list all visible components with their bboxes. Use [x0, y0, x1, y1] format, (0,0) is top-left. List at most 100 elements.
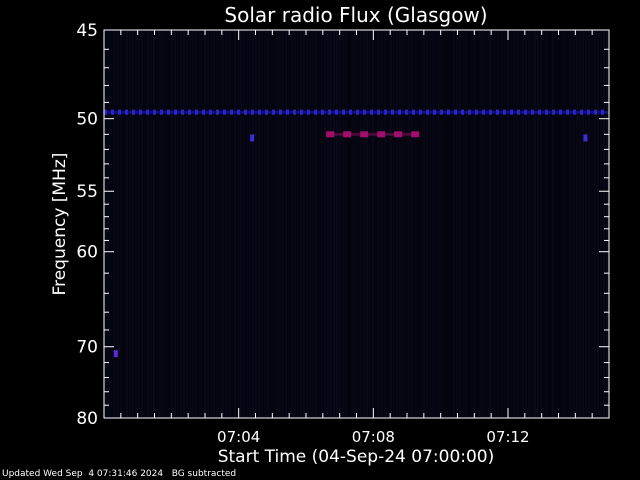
band-segment — [377, 131, 386, 138]
bg-subtracted-note: BG subtracted — [171, 469, 237, 479]
band-segment — [307, 109, 310, 115]
band-segment — [468, 109, 471, 115]
band-segment — [360, 131, 369, 138]
noise-stripe — [471, 30, 473, 418]
band-segment — [202, 109, 205, 115]
noise-stripe — [240, 30, 242, 418]
noise-stripe — [138, 30, 140, 418]
noise-stripe — [483, 30, 485, 418]
band-segment — [230, 109, 233, 115]
noise-stripe — [198, 30, 200, 418]
noise-stripe — [249, 30, 251, 418]
noise-stripe — [141, 30, 143, 418]
noise-stripe — [378, 30, 380, 418]
noise-stripe — [372, 30, 374, 418]
band-segment — [552, 109, 555, 115]
noise-stripe — [207, 30, 209, 418]
band-segment — [118, 109, 121, 115]
noise-stripe — [462, 30, 464, 418]
band-segment — [419, 109, 422, 115]
noise-stripe — [186, 30, 188, 418]
noise-stripe — [465, 30, 467, 418]
burst-point — [250, 134, 255, 142]
band-segment — [356, 109, 359, 115]
band-segment — [531, 109, 534, 115]
noise-stripe — [411, 30, 413, 418]
noise-stripe — [156, 30, 158, 418]
noise-stripe — [258, 30, 260, 418]
band-segment — [286, 109, 289, 115]
band-segment — [111, 109, 114, 115]
band-segment — [363, 109, 366, 115]
band-segment — [167, 109, 170, 115]
noise-stripe — [477, 30, 479, 418]
noise-stripe — [417, 30, 419, 418]
noise-stripe — [474, 30, 476, 418]
noise-stripe — [333, 30, 335, 418]
noise-stripe — [225, 30, 227, 418]
noise-stripe — [459, 30, 461, 418]
noise-stripe — [108, 30, 110, 418]
noise-stripe — [264, 30, 266, 418]
noise-stripe — [330, 30, 332, 418]
noise-stripe — [369, 30, 371, 418]
noise-stripe — [543, 30, 545, 418]
noise-stripe — [222, 30, 224, 418]
noise-stripe — [402, 30, 404, 418]
band-segment — [538, 109, 541, 115]
noise-stripe — [606, 30, 608, 418]
noise-stripe — [297, 30, 299, 418]
band-segment — [195, 109, 198, 115]
band-segment — [160, 109, 163, 115]
noise-stripe — [387, 30, 389, 418]
noise-stripe — [438, 30, 440, 418]
band-segment — [279, 109, 282, 115]
band-segment — [440, 109, 443, 115]
noise-stripe — [579, 30, 581, 418]
noise-stripe — [408, 30, 410, 418]
noise-stripe — [363, 30, 365, 418]
noise-stripe — [123, 30, 125, 418]
noise-stripe — [279, 30, 281, 418]
noise-stripe — [480, 30, 482, 418]
band-segment — [447, 109, 450, 115]
band-segment — [475, 109, 478, 115]
noise-stripe — [534, 30, 536, 418]
noise-stripe — [228, 30, 230, 418]
noise-stripe — [510, 30, 512, 418]
band-segment — [237, 109, 240, 115]
noise-stripe — [135, 30, 137, 418]
spectrogram-background — [104, 30, 609, 418]
noise-stripe — [537, 30, 539, 418]
noise-stripe — [456, 30, 458, 418]
band-segment — [510, 109, 513, 115]
noise-stripe — [120, 30, 122, 418]
band-segment — [405, 109, 408, 115]
band-segment — [433, 109, 436, 115]
noise-stripe — [243, 30, 245, 418]
noise-stripe — [507, 30, 509, 418]
noise-stripe — [234, 30, 236, 418]
noise-stripe — [573, 30, 575, 418]
noise-stripe — [210, 30, 212, 418]
noise-stripe — [429, 30, 431, 418]
noise-stripe — [168, 30, 170, 418]
band-segment — [580, 109, 583, 115]
noise-stripe — [441, 30, 443, 418]
noise-stripe — [423, 30, 425, 418]
noise-stripe — [444, 30, 446, 418]
noise-stripe — [561, 30, 563, 418]
noise-stripe — [291, 30, 293, 418]
noise-stripe — [366, 30, 368, 418]
band-segment — [482, 109, 485, 115]
noise-stripe — [570, 30, 572, 418]
x-axis-label: Start Time (04-Sep-24 07:00:00) — [218, 447, 495, 467]
band-segment — [524, 109, 527, 115]
noise-stripe — [540, 30, 542, 418]
noise-stripe — [555, 30, 557, 418]
noise-stripe — [528, 30, 530, 418]
noise-stripe — [294, 30, 296, 418]
noise-stripe — [558, 30, 560, 418]
band-segment — [326, 131, 335, 138]
noise-stripe — [450, 30, 452, 418]
